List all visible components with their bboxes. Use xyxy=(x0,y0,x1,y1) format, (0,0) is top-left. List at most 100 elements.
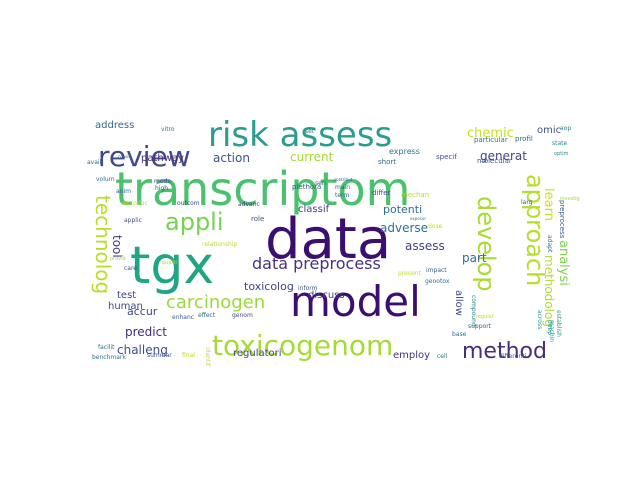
cloud-word: particular xyxy=(474,136,508,144)
cloud-word: classif xyxy=(298,204,330,215)
cloud-word: benchmark xyxy=(92,354,126,361)
cloud-word: carcinogen xyxy=(166,292,265,313)
cloud-word: omic xyxy=(537,125,561,136)
cloud-word: consid xyxy=(118,154,131,159)
cloud-word: methodolog xyxy=(542,255,556,327)
cloud-word: profil xyxy=(515,135,533,143)
cloud-word: set xyxy=(305,128,315,135)
cloud-word: compound xyxy=(470,295,477,327)
cloud-word: toxicolog xyxy=(244,280,294,293)
cloud-word: cell xyxy=(437,353,448,360)
cloud-word: molecular xyxy=(477,157,512,165)
cloud-word: develop xyxy=(472,196,500,292)
cloud-word: data preprocess xyxy=(252,254,381,273)
cloud-word: advanc xyxy=(238,201,260,208)
cloud-word: care xyxy=(124,265,137,272)
cloud-word: current xyxy=(290,150,334,164)
cloud-word: discuss xyxy=(308,290,345,301)
cloud-word: address xyxy=(95,120,134,131)
cloud-word: base xyxy=(452,331,467,338)
cloud-word: review xyxy=(98,140,191,173)
cloud-word: regulatori xyxy=(233,348,282,359)
cloud-word: potenti xyxy=(383,203,422,216)
cloud-word: dose xyxy=(428,223,443,230)
cloud-word: term xyxy=(335,192,349,199)
cloud-word: mechan xyxy=(401,191,429,199)
cloud-word: machin xyxy=(548,320,555,342)
cloud-word: transcriptom xyxy=(115,162,410,216)
cloud-word: challeng xyxy=(117,343,168,357)
cloud-word: contribut xyxy=(334,177,353,182)
cloud-word: exposur xyxy=(410,216,426,221)
cloud-word: generat xyxy=(480,149,527,163)
cloud-word: investig xyxy=(560,196,580,202)
cloud-word: approach xyxy=(521,174,549,286)
cloud-word: outcom xyxy=(177,200,200,207)
cloud-word: adapt xyxy=(546,235,553,253)
cloud-word: enhanc xyxy=(172,314,194,321)
cloud-word: vitro xyxy=(161,126,175,133)
cloud-word: support xyxy=(468,323,492,330)
cloud-word: learn xyxy=(541,188,556,221)
cloud-word: short xyxy=(378,158,396,166)
cloud-word: employ xyxy=(393,350,430,361)
cloud-word: data xyxy=(265,207,391,272)
cloud-word: adverse xyxy=(380,221,428,235)
cloud-word: part xyxy=(462,251,487,265)
cloud-word: human xyxy=(108,301,143,312)
cloud-word: risk assess xyxy=(208,115,392,155)
cloud-word: plethora xyxy=(292,183,321,191)
cloud-word: regulat xyxy=(476,314,494,320)
cloud-word: optim xyxy=(554,151,569,157)
cloud-word: assess xyxy=(405,239,445,253)
cloud-word: larg xyxy=(521,199,533,206)
cloud-word: impact xyxy=(426,267,447,274)
cloud-word: specif xyxy=(436,153,457,161)
cloud-word: differenti xyxy=(499,353,526,360)
cloud-word: preprocess xyxy=(558,200,566,239)
cloud-word: tgx xyxy=(130,236,214,296)
cloud-word: relationship xyxy=(202,241,237,248)
cloud-word: role xyxy=(251,215,264,223)
cloud-word: model xyxy=(290,277,421,326)
cloud-word: summar xyxy=(147,352,172,359)
cloud-word: appli xyxy=(165,208,224,236)
cloud-word: applic xyxy=(124,217,142,224)
cloud-word: method xyxy=(462,339,547,364)
cloud-word: volum xyxy=(96,176,115,183)
cloud-word: genotox xyxy=(425,278,450,285)
cloud-word: final xyxy=(182,352,195,359)
cloud-word: genom xyxy=(232,312,253,319)
cloud-word: seri xyxy=(315,180,326,187)
cloud-word: across xyxy=(536,310,543,329)
cloud-word: toxicogenom xyxy=(212,329,393,362)
cloud-word: pathway xyxy=(141,153,184,164)
cloud-word: deep xyxy=(546,320,553,335)
cloud-word: avail xyxy=(87,159,102,166)
cloud-word: predict xyxy=(125,325,167,339)
cloud-word: provid xyxy=(110,256,126,262)
cloud-word: action xyxy=(213,151,250,165)
cloud-word: aop xyxy=(560,125,571,132)
cloud-word: establish xyxy=(555,310,562,337)
cloud-word: chemic xyxy=(467,126,514,141)
cloud-word: tool xyxy=(110,235,124,258)
cloud-word: main xyxy=(335,184,350,191)
cloud-word: accur xyxy=(127,305,158,318)
cloud-word: mode xyxy=(154,178,171,185)
cloud-word: anim xyxy=(116,188,131,195)
cloud-word: analysi xyxy=(556,240,571,286)
cloud-word: reproduc xyxy=(121,200,148,207)
cloud-word: effect xyxy=(198,312,216,319)
cloud-word: high xyxy=(155,185,168,192)
cloud-word: allow xyxy=(453,290,464,316)
cloud-word: facilit xyxy=(98,344,115,351)
cloud-word: differ xyxy=(372,189,391,197)
cloud-word: test xyxy=(117,290,136,301)
cloud-word: identif xyxy=(204,347,211,367)
cloud-word: state xyxy=(552,140,568,147)
cloud-word: qualiti xyxy=(162,260,178,266)
cloud-word: express xyxy=(389,147,420,156)
